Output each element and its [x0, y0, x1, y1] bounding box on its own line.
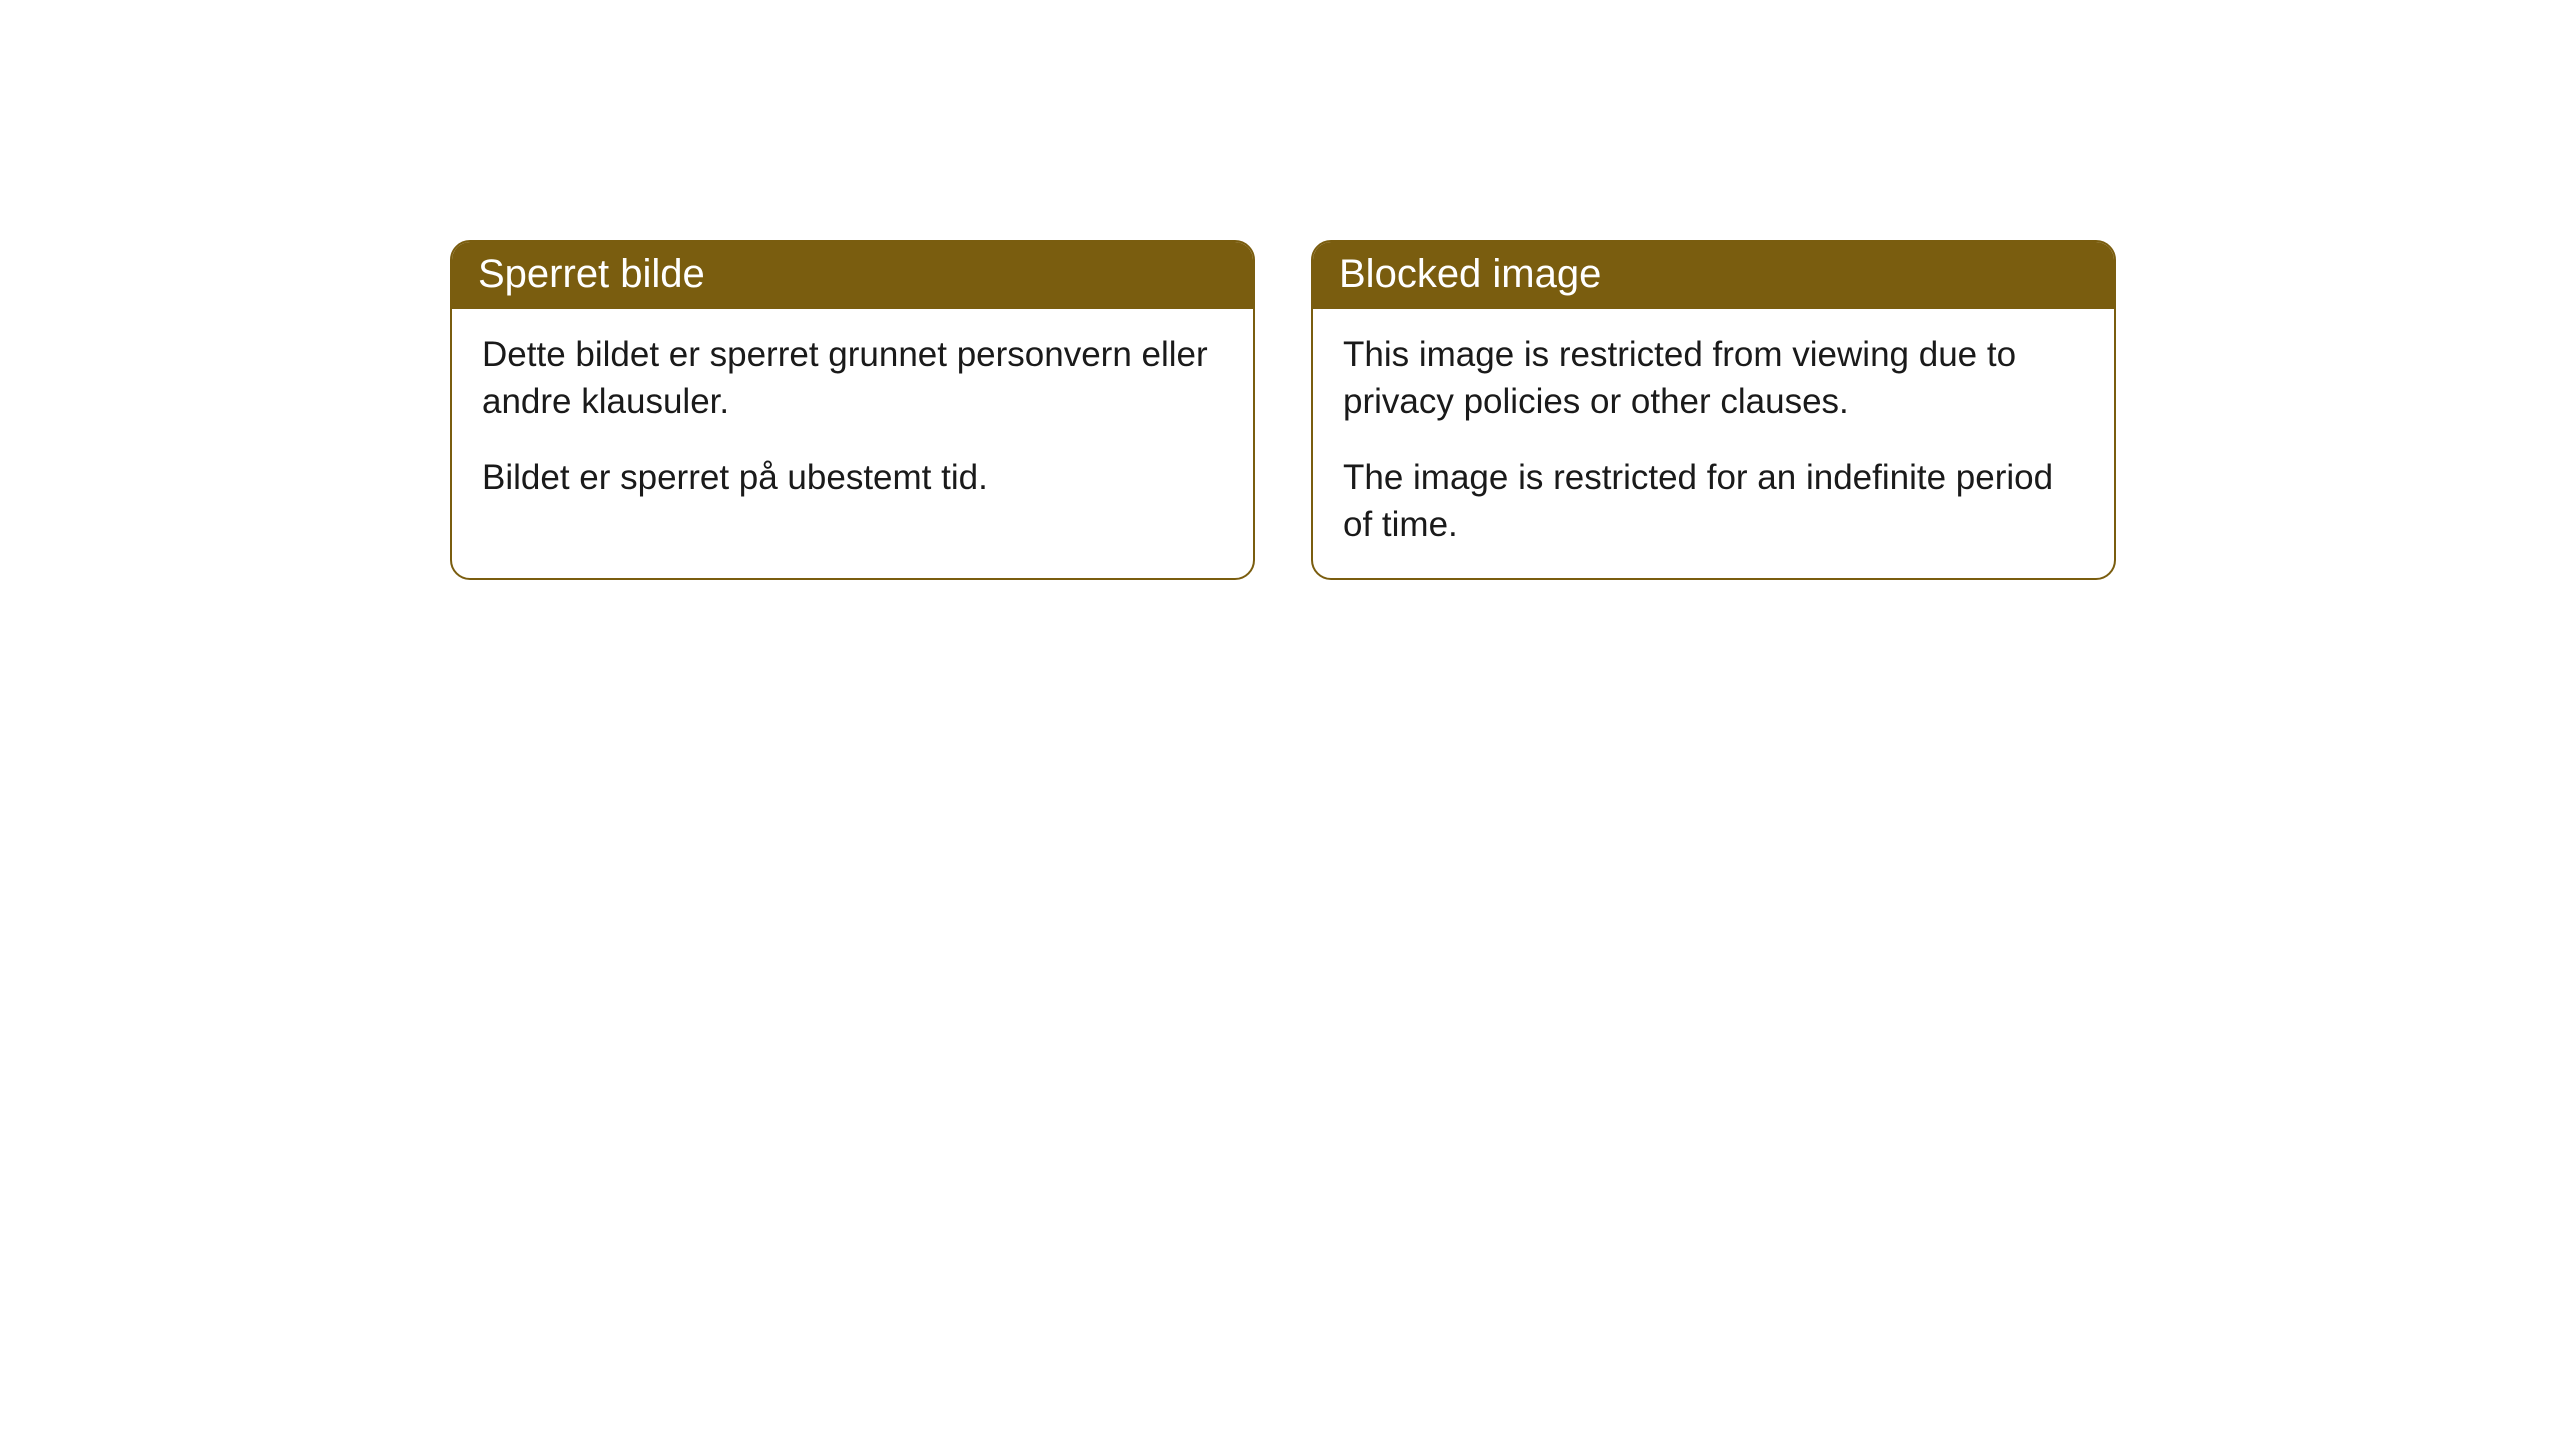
card-header-right: Blocked image — [1313, 242, 2114, 309]
card-text-left-2: Bildet er sperret på ubestemt tid. — [482, 454, 1223, 501]
blocked-image-card-norwegian: Sperret bilde Dette bildet er sperret gr… — [450, 240, 1255, 580]
cards-container: Sperret bilde Dette bildet er sperret gr… — [450, 240, 2560, 580]
card-body-left: Dette bildet er sperret grunnet personve… — [452, 309, 1253, 531]
card-title-left: Sperret bilde — [478, 252, 705, 296]
card-text-left-1: Dette bildet er sperret grunnet personve… — [482, 331, 1223, 426]
blocked-image-card-english: Blocked image This image is restricted f… — [1311, 240, 2116, 580]
card-text-right-1: This image is restricted from viewing du… — [1343, 331, 2084, 426]
card-header-left: Sperret bilde — [452, 242, 1253, 309]
card-body-right: This image is restricted from viewing du… — [1313, 309, 2114, 578]
card-title-right: Blocked image — [1339, 252, 1601, 296]
card-text-right-2: The image is restricted for an indefinit… — [1343, 454, 2084, 549]
